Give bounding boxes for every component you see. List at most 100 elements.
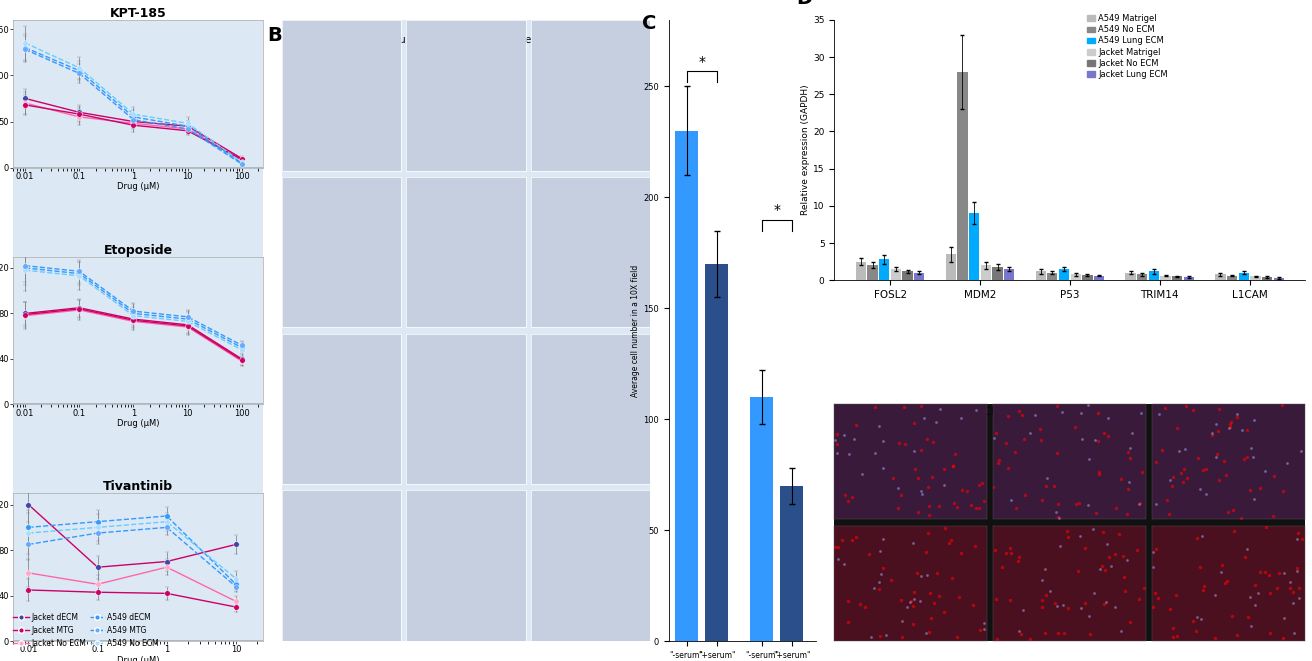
Point xyxy=(1098,412,1119,423)
Point xyxy=(964,541,985,551)
Point xyxy=(1248,588,1269,598)
Point xyxy=(1071,408,1092,418)
Point xyxy=(851,469,872,479)
Point xyxy=(1287,527,1308,538)
Point xyxy=(1012,410,1033,420)
Point xyxy=(1128,498,1149,509)
Bar xyxy=(1149,271,1158,280)
Point xyxy=(929,591,950,602)
Y-axis label: Average cell number in a 10X field: Average cell number in a 10X field xyxy=(631,264,640,397)
Point xyxy=(949,592,970,602)
Point xyxy=(1249,483,1270,494)
Bar xyxy=(1035,271,1046,280)
Point xyxy=(865,448,886,459)
Point xyxy=(1057,603,1078,613)
Point xyxy=(1177,473,1198,484)
Point xyxy=(1001,494,1022,505)
Point xyxy=(888,438,909,448)
Point xyxy=(1291,534,1312,545)
Point xyxy=(907,567,928,578)
Point xyxy=(1105,602,1126,612)
Point xyxy=(1152,445,1173,455)
Point xyxy=(1043,481,1064,492)
Point xyxy=(842,492,863,502)
Point xyxy=(869,577,890,588)
Point xyxy=(1031,602,1052,612)
Point xyxy=(1216,576,1237,586)
Point xyxy=(1214,456,1235,467)
Point xyxy=(833,430,854,440)
Point xyxy=(1207,426,1228,437)
Point xyxy=(1035,481,1056,491)
Point xyxy=(1220,416,1241,427)
Point xyxy=(1162,623,1183,633)
Point xyxy=(1084,588,1105,599)
Point xyxy=(1052,600,1073,610)
Point xyxy=(1101,561,1122,571)
Point xyxy=(1134,583,1155,594)
Point xyxy=(1119,453,1140,463)
Point xyxy=(1143,602,1164,612)
Point xyxy=(1094,599,1115,609)
Point xyxy=(1031,495,1052,506)
Bar xyxy=(855,262,866,280)
Point xyxy=(1005,502,1026,513)
Point xyxy=(1014,490,1035,500)
Point xyxy=(1244,494,1265,504)
Text: Jacket
cells: Jacket cells xyxy=(867,454,895,473)
Point xyxy=(928,568,949,578)
Point xyxy=(1088,408,1109,418)
Point xyxy=(1269,568,1290,578)
Point xyxy=(1283,598,1304,608)
Point xyxy=(833,559,854,569)
Point xyxy=(966,502,987,513)
Point xyxy=(1249,566,1270,577)
Bar xyxy=(1082,275,1093,280)
Bar xyxy=(1227,276,1237,280)
Point xyxy=(1092,561,1113,572)
Point xyxy=(872,563,893,573)
Point xyxy=(913,413,934,424)
Point xyxy=(1110,474,1131,485)
Bar xyxy=(992,267,1002,280)
Point xyxy=(1085,435,1106,446)
Point xyxy=(1242,452,1263,463)
Point xyxy=(987,457,1008,468)
Bar xyxy=(1239,273,1249,280)
Point xyxy=(928,500,949,511)
Point xyxy=(968,480,989,490)
Point xyxy=(834,490,855,500)
Point xyxy=(1113,571,1134,582)
Point xyxy=(1145,543,1166,554)
Point xyxy=(904,594,925,604)
Text: A549
cells: A549 cells xyxy=(870,572,893,592)
Point xyxy=(1013,434,1034,444)
Point xyxy=(970,625,991,636)
Point xyxy=(1191,613,1212,624)
Text: Matrigel: Matrigel xyxy=(1082,407,1123,417)
Point xyxy=(1237,544,1258,555)
Point xyxy=(863,582,884,593)
Point xyxy=(921,613,942,623)
Point xyxy=(1071,603,1092,613)
Point xyxy=(824,434,845,445)
Point xyxy=(905,463,926,474)
Point xyxy=(942,573,963,584)
Point xyxy=(1046,506,1067,517)
Point xyxy=(1144,588,1165,598)
Point xyxy=(1187,453,1208,463)
Point xyxy=(887,483,908,494)
Point xyxy=(1057,532,1078,543)
Point xyxy=(872,436,893,447)
Point xyxy=(912,488,933,499)
Point xyxy=(1279,577,1300,588)
Point xyxy=(1054,628,1075,639)
Point xyxy=(869,420,890,431)
Text: C: C xyxy=(642,14,656,32)
Point xyxy=(946,502,967,512)
Point xyxy=(1227,408,1248,419)
Point xyxy=(1174,444,1195,455)
Point xyxy=(974,617,994,628)
Point xyxy=(916,547,937,557)
Point xyxy=(837,617,858,627)
